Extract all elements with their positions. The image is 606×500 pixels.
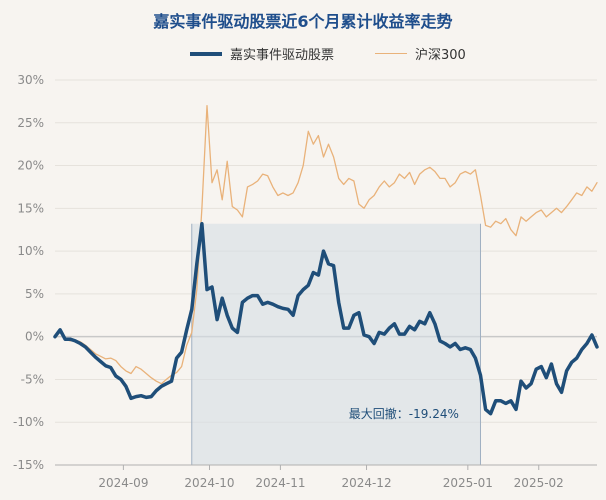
x-tick-label: 2024-12 bbox=[341, 476, 391, 490]
x-tick-label: 2024-10 bbox=[184, 476, 234, 490]
y-tick-label: 30% bbox=[17, 73, 44, 87]
x-tick-label: 2024-09 bbox=[98, 476, 148, 490]
x-tick-label: 2025-02 bbox=[514, 476, 564, 490]
legend-item-fund: 嘉实事件驱动股票 bbox=[190, 44, 334, 63]
y-tick-label: 25% bbox=[17, 116, 44, 130]
legend-item-hs300: 沪深300 bbox=[375, 44, 466, 63]
drawdown-rect bbox=[191, 223, 481, 465]
drawdown-area bbox=[191, 223, 481, 465]
x-axis: 2024-09 2024-10 2024-11 2024-12 2025-01 2025-… bbox=[55, 464, 597, 490]
drawdown-annotation: 最大回撤：-19.24% bbox=[349, 406, 459, 421]
y-tick-label: -15% bbox=[13, 458, 44, 472]
y-tick-label: -10% bbox=[13, 415, 44, 429]
x-tick-label: 2024-11 bbox=[255, 476, 305, 490]
series-lines bbox=[53, 105, 599, 416]
legend-label-hs300: 沪深300 bbox=[415, 48, 466, 63]
series-line-hs300 bbox=[54, 105, 598, 385]
series-line-fund bbox=[53, 221, 599, 416]
x-tick-label: 2025-01 bbox=[443, 476, 493, 490]
y-tick-label: 10% bbox=[17, 244, 44, 258]
y-tick-label: -5% bbox=[21, 372, 44, 386]
y-tick-label: 5% bbox=[25, 287, 44, 301]
legend-swatch-fund bbox=[190, 51, 222, 56]
chart-title: 嘉实事件驱动股票近6个月累计收益率走势 bbox=[153, 12, 453, 31]
y-tick-label: 20% bbox=[17, 159, 44, 173]
legend: 嘉实事件驱动股票 沪深300 bbox=[0, 44, 606, 64]
y-tick-label: 15% bbox=[17, 201, 44, 215]
y-axis: 30% 25% 20% 15% 10% 5% 0% -5% -10% -15% bbox=[13, 73, 44, 472]
annotations: 最大回撤：-19.24% bbox=[349, 406, 459, 421]
legend-label-fund: 嘉实事件驱动股票 bbox=[230, 48, 335, 63]
y-tick-label: 0% bbox=[25, 330, 44, 344]
legend-swatch-hs300 bbox=[375, 53, 407, 54]
